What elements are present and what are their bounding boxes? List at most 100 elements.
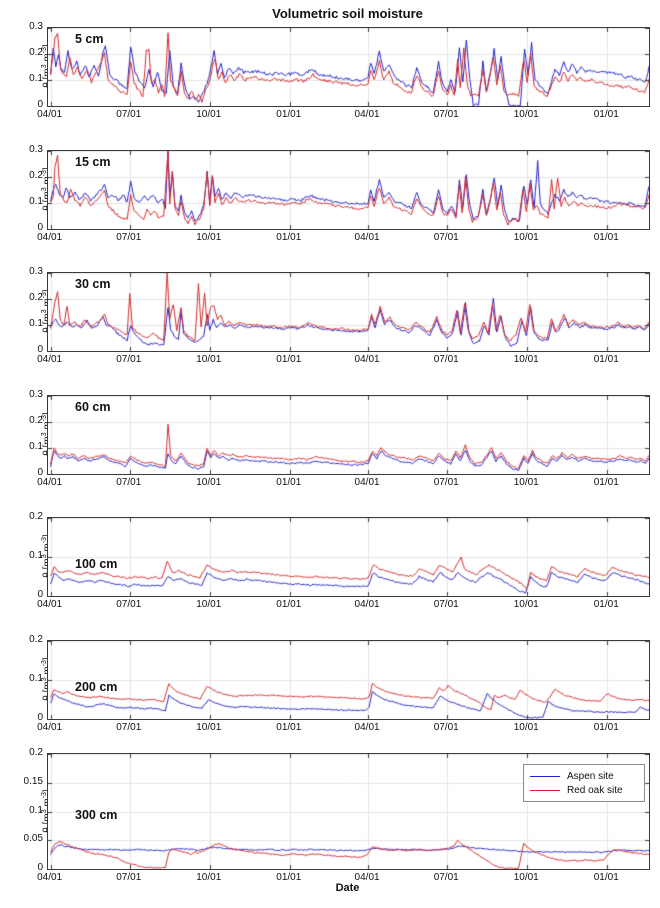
x-tick-label: 04/01 <box>37 477 63 488</box>
x-tick-label: 07/01 <box>433 722 459 733</box>
x-tick-label: 10/01 <box>196 599 222 610</box>
x-tick-label: 04/01 <box>354 872 380 883</box>
y-tick-label: 0 <box>37 344 43 355</box>
x-tick-label: 07/01 <box>116 354 142 365</box>
x-tick-label: 10/01 <box>196 354 222 365</box>
x-tick-label: 10/01 <box>196 109 222 120</box>
subplot-200cm: θ [m3 m-3]00.10.204/0107/0110/0101/0104/… <box>29 634 650 733</box>
x-tick-label: 07/01 <box>433 109 459 120</box>
x-tick-label: 07/01 <box>116 599 142 610</box>
y-tick-label: 0.2 <box>29 415 43 426</box>
x-tick-label: 07/01 <box>433 232 459 243</box>
y-tick-label: 0.1 <box>29 318 43 329</box>
x-tick-label: 10/01 <box>513 477 539 488</box>
x-tick-label: 10/01 <box>196 872 222 883</box>
y-tick-label: 0.1 <box>29 550 43 561</box>
x-tick-label: 04/01 <box>37 109 63 120</box>
y-tick-label: 0.2 <box>29 170 43 181</box>
y-tick-label: 0.15 <box>23 775 43 787</box>
subplot-15cm: θ [m3 m-3]00.10.20.304/0107/0110/0101/01… <box>29 144 650 243</box>
plot-area-200cm <box>47 640 650 720</box>
y-tick-label: 0 <box>37 712 43 723</box>
x-tick-label: 01/01 <box>276 599 302 610</box>
x-tick-label: 01/01 <box>593 109 619 120</box>
x-tick-label: 01/01 <box>593 599 619 610</box>
x-tick-label: 10/01 <box>513 354 539 365</box>
y-tick-label: 0.1 <box>29 804 43 816</box>
legend-item-aspen: Aspen site <box>530 769 638 783</box>
y-tick-label: 0.3 <box>29 21 43 32</box>
legend-label: Red oak site <box>567 784 623 796</box>
legend-line-icon <box>530 775 560 777</box>
legend-item-red: Red oak site <box>530 783 638 797</box>
y-tick-label: 0.2 <box>29 747 43 758</box>
y-tick-label: 0 <box>37 99 43 110</box>
x-tick-label: 10/01 <box>513 872 539 883</box>
plot-area-5cm <box>47 27 650 107</box>
x-tick-label: 07/01 <box>116 477 142 488</box>
subplot-60cm: θ [m3 m-3]00.10.20.304/0107/0110/0101/01… <box>29 389 650 488</box>
x-tick-label: 07/01 <box>433 354 459 365</box>
x-tick-label: 01/01 <box>593 354 619 365</box>
x-tick-label: 01/01 <box>593 722 619 733</box>
depth-label: 30 cm <box>75 277 111 291</box>
x-tick-label: 07/01 <box>116 232 142 243</box>
x-tick-label: 01/01 <box>276 109 302 120</box>
x-tick-label: 07/01 <box>116 722 142 733</box>
x-tick-label: 04/01 <box>354 477 380 488</box>
x-tick-label: 10/01 <box>196 722 222 733</box>
x-tick-label: 01/01 <box>276 354 302 365</box>
x-tick-label: 04/01 <box>354 109 380 120</box>
x-tick-label: 10/01 <box>513 232 539 243</box>
legend-label: Aspen site <box>567 770 614 782</box>
legend-line-icon <box>530 789 560 791</box>
x-tick-label: 07/01 <box>433 599 459 610</box>
y-tick-label: 0 <box>37 862 43 873</box>
x-tick-label: 04/01 <box>354 232 380 243</box>
x-tick-label: 10/01 <box>196 232 222 243</box>
y-tick-label: 0.1 <box>29 673 43 684</box>
x-tick-label: 01/01 <box>593 477 619 488</box>
y-tick-label: 0.05 <box>23 833 43 845</box>
x-tick-label: 10/01 <box>513 722 539 733</box>
y-tick-label: 0.3 <box>29 144 43 155</box>
x-tick-label: 07/01 <box>433 477 459 488</box>
x-tick-label: 10/01 <box>196 477 222 488</box>
x-tick-label: 04/01 <box>37 722 63 733</box>
subplot-5cm: θ [m3 m-3]00.10.20.304/0107/0110/0101/01… <box>29 21 650 120</box>
depth-label: 60 cm <box>75 400 111 414</box>
depth-label: 5 cm <box>75 32 104 46</box>
subplot-300cm: θ [m3 m-3]00.050.10.150.204/0107/0110/01… <box>24 747 650 883</box>
x-axis-label: Date <box>335 882 360 894</box>
plot-area-15cm <box>47 150 650 230</box>
depth-label: 200 cm <box>75 680 118 694</box>
depth-label: 300 cm <box>75 808 118 822</box>
plot-area-100cm <box>47 517 650 597</box>
x-tick-label: 04/01 <box>37 599 63 610</box>
x-tick-label: 01/01 <box>276 872 302 883</box>
y-tick-label: 0.3 <box>29 266 43 277</box>
y-tick-label: 0.1 <box>29 73 43 84</box>
x-tick-label: 07/01 <box>433 872 459 883</box>
y-tick-label: 0 <box>37 467 43 478</box>
y-tick-label: 0.2 <box>29 47 43 58</box>
x-tick-label: 07/01 <box>116 872 142 883</box>
depth-label: 15 cm <box>75 155 111 169</box>
y-tick-label: 0.3 <box>29 389 43 400</box>
y-tick-label: 0.1 <box>29 441 43 452</box>
x-tick-label: 01/01 <box>593 232 619 243</box>
x-tick-label: 04/01 <box>354 722 380 733</box>
y-tick-label: 0.2 <box>29 511 43 522</box>
x-tick-label: 04/01 <box>37 232 63 243</box>
subplot-100cm: θ [m3 m-3]00.10.204/0107/0110/0101/0104/… <box>29 511 650 610</box>
x-tick-label: 01/01 <box>276 722 302 733</box>
x-tick-label: 04/01 <box>37 354 63 365</box>
y-tick-label: 0.1 <box>29 196 43 207</box>
plot-area-60cm <box>47 395 650 475</box>
depth-label: 100 cm <box>75 557 118 571</box>
x-tick-label: 01/01 <box>276 232 302 243</box>
x-tick-label: 01/01 <box>276 477 302 488</box>
x-tick-label: 04/01 <box>354 599 380 610</box>
y-tick-label: 0.2 <box>29 634 43 645</box>
